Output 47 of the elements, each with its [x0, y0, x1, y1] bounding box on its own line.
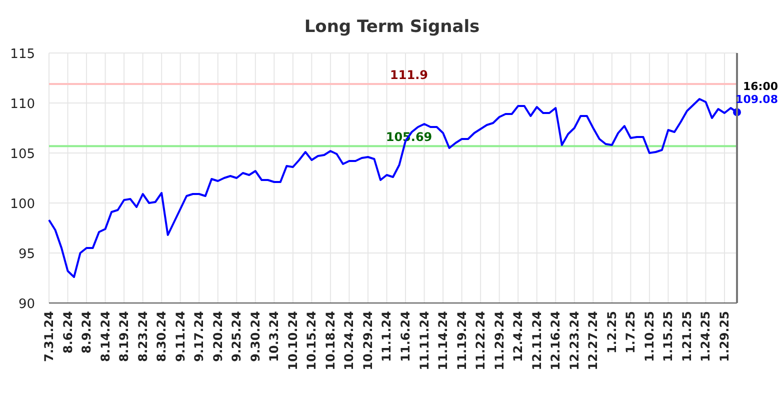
y-tick-label: 100 [10, 197, 35, 212]
x-tick-label: 12.4.24 [511, 311, 526, 362]
y-tick-label: 110 [10, 97, 35, 112]
x-tick-label: 11.11.24 [417, 311, 432, 370]
x-tick-label: 9.20.24 [210, 311, 225, 362]
x-tick-label: 1.24.25 [698, 311, 713, 362]
x-tick-label: 10.10.24 [286, 311, 300, 370]
y-tick-label: 95 [18, 247, 35, 262]
x-tick-label: 1.21.25 [680, 311, 694, 362]
x-tick-label: 8.23.24 [136, 311, 150, 362]
x-tick-label: 10.15.24 [304, 311, 319, 370]
x-tick-label: 12.16.24 [548, 311, 563, 370]
y-tick-label: 115 [10, 47, 35, 62]
x-tick-label: 8.9.24 [80, 311, 94, 354]
x-tick-label: 8.30.24 [154, 311, 169, 362]
x-tick-label: 1.10.25 [642, 311, 656, 362]
x-tick-label: 8.6.24 [60, 311, 75, 354]
x-tick-label: 11.6.24 [398, 311, 413, 362]
x-tick-label: 10.18.24 [323, 311, 338, 370]
chart-title: Long Term Signals [304, 17, 480, 37]
x-tick-label: 11.29.24 [492, 311, 506, 370]
x-tick-label: 8.19.24 [117, 311, 132, 362]
x-tick-label: 1.29.25 [717, 311, 732, 362]
x-tick-label: 9.25.24 [230, 311, 244, 362]
x-tick-label: 11.14.24 [436, 311, 450, 370]
x-tick-label: 11.19.24 [454, 311, 469, 370]
x-tick-label: 9.17.24 [192, 311, 206, 362]
x-tick-label: 11.1.24 [380, 311, 394, 362]
ref-line-label: 111.9 [390, 68, 428, 82]
x-tick-label: 10.29.24 [360, 311, 375, 370]
x-tick-label: 11.22.24 [474, 311, 488, 370]
x-tick-label: 9.11.24 [173, 311, 188, 362]
x-tick-label: 9.30.24 [248, 311, 262, 362]
y-tick-label: 105 [10, 147, 35, 162]
x-tick-label: 10.3.24 [267, 311, 282, 362]
x-tick-label: 1.7.25 [624, 311, 638, 354]
x-tick-label: 12.11.24 [530, 311, 544, 370]
x-tick-label: 7.31.24 [42, 311, 56, 362]
x-tick-label: 1.2.25 [604, 311, 619, 354]
x-tick-label: 10.24.24 [342, 311, 356, 370]
x-tick-label: 12.27.24 [586, 311, 600, 370]
text: 16:00 [742, 80, 778, 94]
annotation: 109.08 [736, 93, 778, 106]
x-tick-label: 1.15.25 [661, 311, 676, 362]
y-tick-label: 90 [18, 297, 35, 312]
x-tick-label: 8.14.24 [98, 311, 112, 362]
x-tick-label: 12.23.24 [567, 311, 582, 370]
